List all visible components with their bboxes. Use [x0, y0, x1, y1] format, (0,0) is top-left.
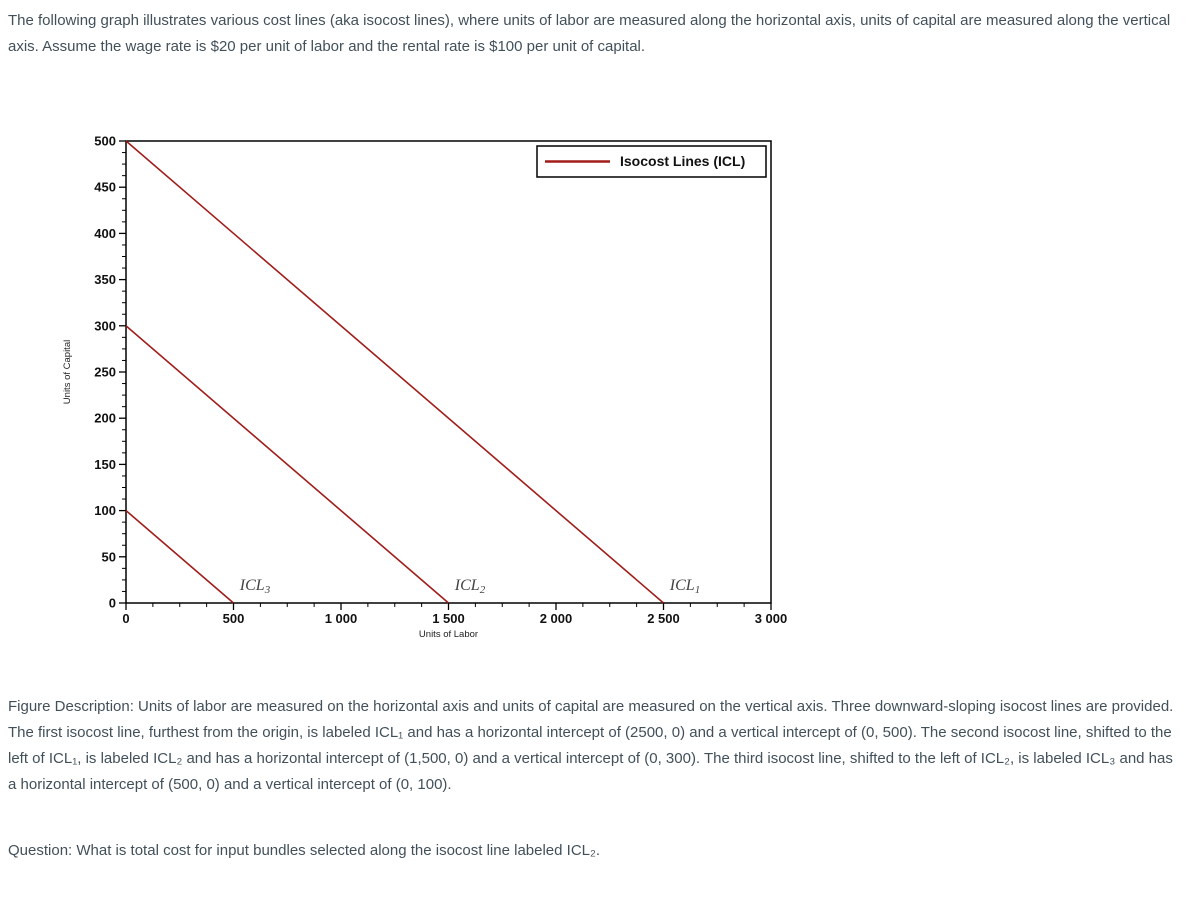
isocost-chart-svg: 0 500 1 000 1 500 2 000 2 500 3 000 0 50 100 150 20… — [62, 134, 788, 641]
series-label-ICL1: ICL1 — [669, 577, 700, 596]
x-tick-label: 0 — [122, 611, 129, 626]
x-tick-label: 2 000 — [540, 611, 573, 626]
isocost-line-ICL3 — [125, 509, 235, 604]
y-tick-label: 100 — [94, 503, 116, 518]
x-tick-label: 1 500 — [432, 611, 465, 626]
plot-frame — [125, 140, 772, 604]
question-text: Question: What is total cost for input b… — [8, 842, 600, 859]
legend-label: Isocost Lines (ICL) — [620, 153, 745, 169]
series-label-ICL2: ICL2 — [454, 577, 486, 596]
y-tick-label: 150 — [94, 457, 116, 472]
y-tick-label: 300 — [94, 318, 116, 333]
series-label-ICL3: ICL3 — [239, 577, 271, 596]
intro-paragraph: The following graph illustrates various … — [8, 12, 1171, 55]
x-tick-label: 500 — [223, 611, 245, 626]
y-tick-label: 0 — [109, 596, 116, 611]
y-tick-label: 400 — [94, 226, 116, 241]
y-tick-label: 350 — [94, 272, 116, 287]
y-tick-label: 250 — [94, 365, 116, 380]
isocost-chart-figure: 0 500 1 000 1 500 2 000 2 500 3 000 0 50 100 150 20… — [40, 120, 830, 680]
figure-description: Figure Description: Units of labor are m… — [8, 698, 1174, 793]
y-tick-label: 50 — [102, 549, 116, 564]
x-tick-label: 2 500 — [647, 611, 680, 626]
x-tick-label: 1 000 — [325, 611, 358, 626]
isocost-line-ICL2 — [125, 325, 450, 604]
y-tick-label: 450 — [94, 180, 116, 195]
x-tick-label: 3 000 — [755, 611, 788, 626]
y-axis-title: Units of Capital — [62, 340, 73, 404]
isocost-line-ICL1 — [125, 140, 665, 604]
x-axis-title: Units of Labor — [419, 629, 478, 640]
y-tick-label: 500 — [94, 134, 116, 149]
y-tick-label: 200 — [94, 411, 116, 426]
